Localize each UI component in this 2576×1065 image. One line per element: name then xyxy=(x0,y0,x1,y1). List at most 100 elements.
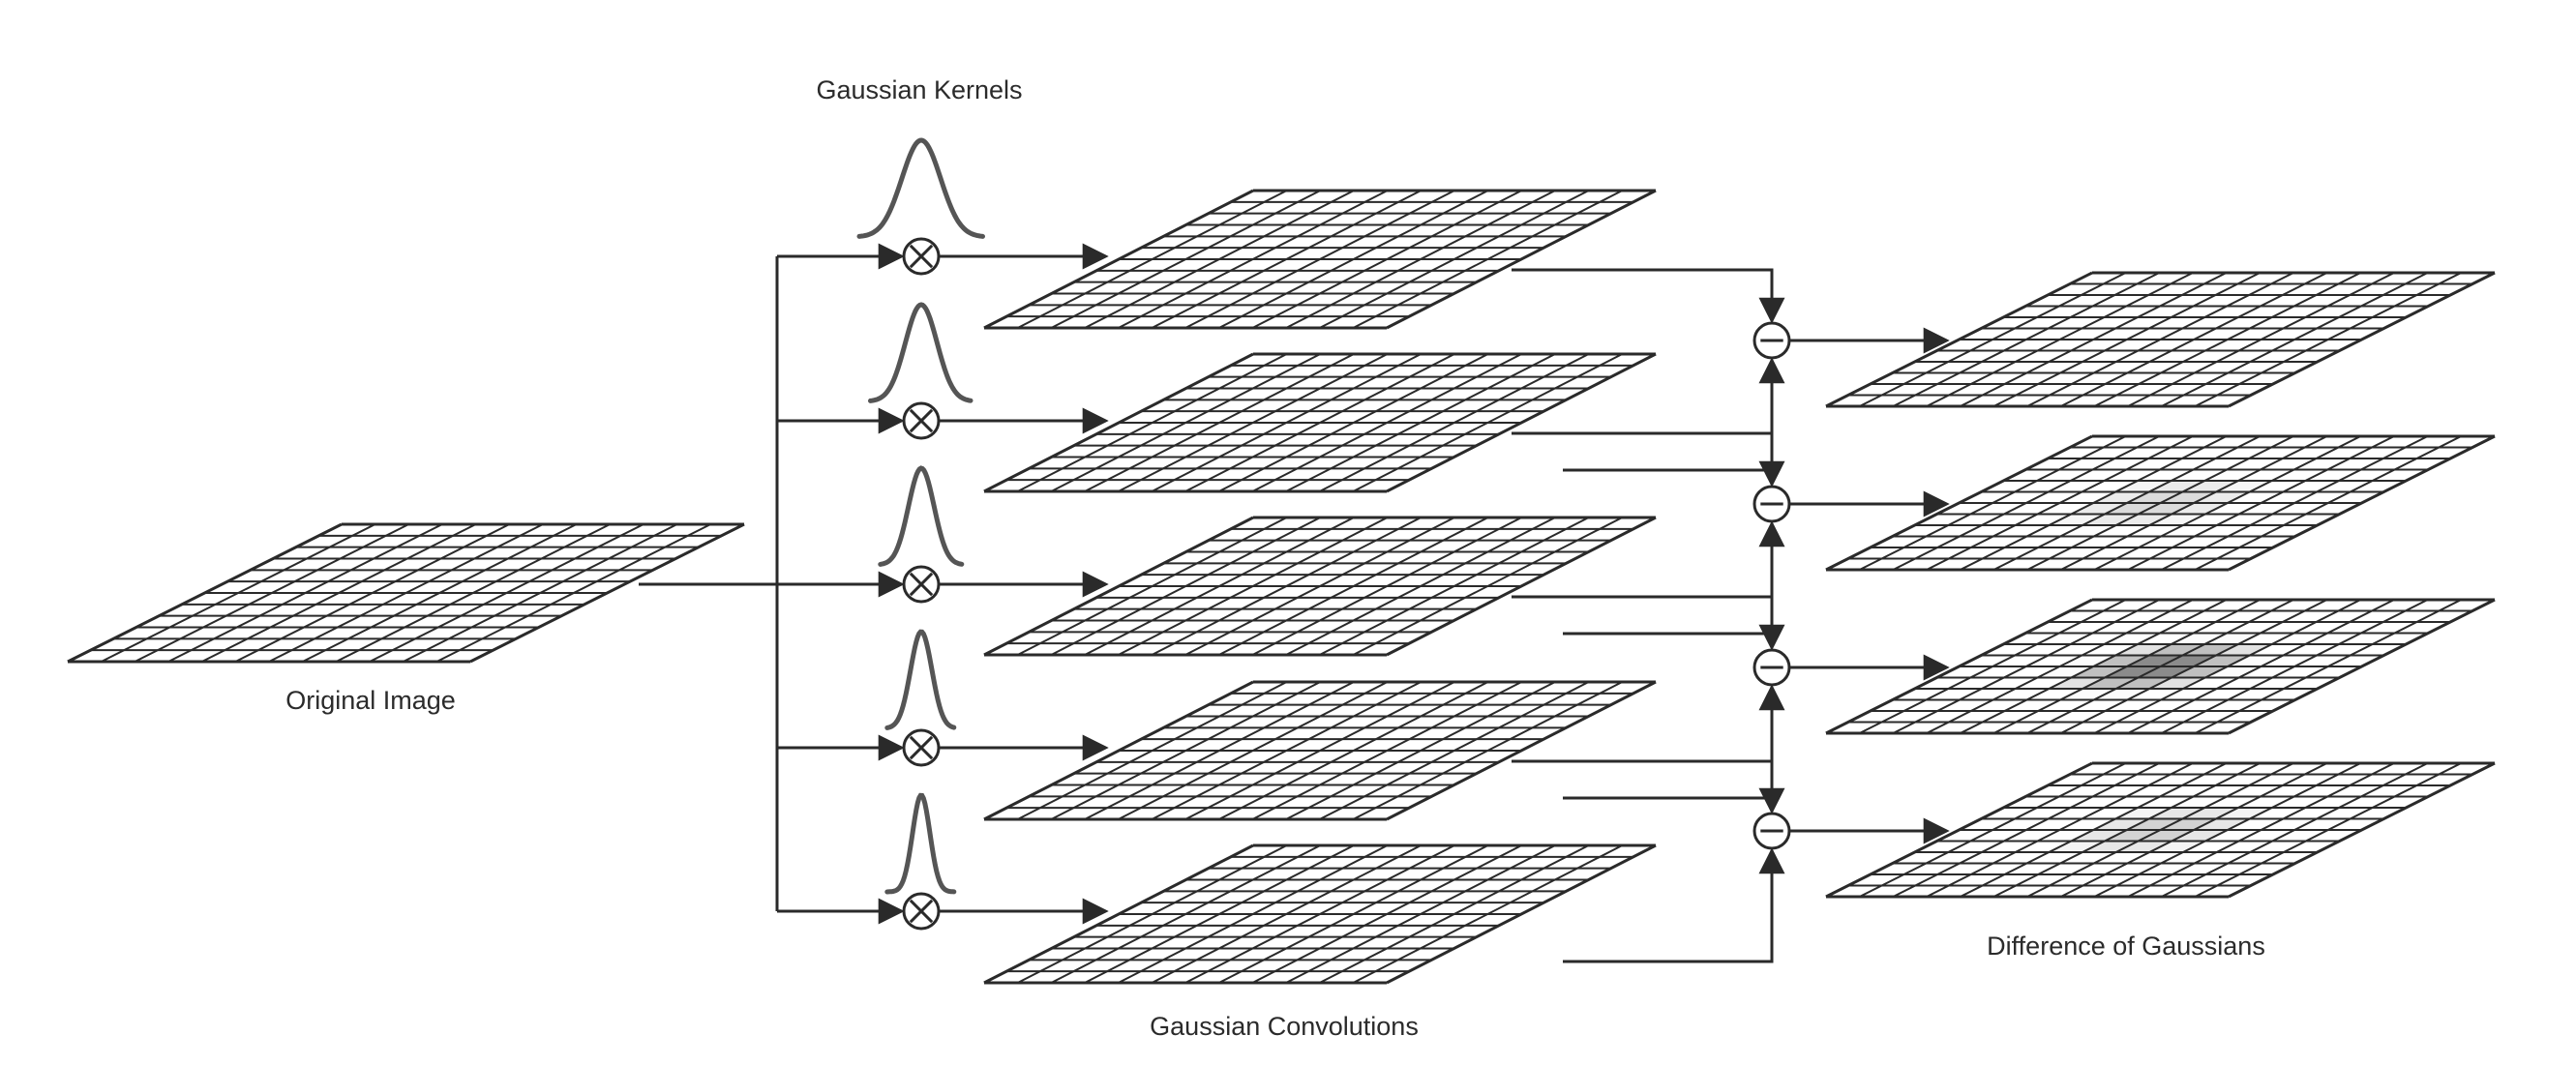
dog-grid-1 xyxy=(1825,271,2496,408)
blob-cell xyxy=(2216,481,2272,492)
blob-cell xyxy=(2093,655,2149,666)
grid-line xyxy=(2194,272,2462,407)
grid-layer xyxy=(67,189,2496,985)
convolutions-label: Gaussian Convolutions xyxy=(1150,1012,1419,1041)
blob-cell xyxy=(2082,841,2139,852)
dog-grid-4 xyxy=(1825,761,2496,899)
blob-cell xyxy=(2104,503,2161,515)
blob-cell xyxy=(2204,469,2261,481)
original-image-grid xyxy=(67,522,745,664)
blob-cell xyxy=(2104,830,2161,842)
blob-cell xyxy=(2171,633,2228,644)
grid-line xyxy=(1352,190,1623,329)
blob-cell xyxy=(2049,514,2105,525)
blob-cell xyxy=(2037,503,2094,515)
grid-line xyxy=(2228,761,2496,899)
gaussian-kernel-5 xyxy=(884,792,957,895)
blob-cell xyxy=(2194,491,2250,503)
blob-cell xyxy=(2148,644,2205,656)
blob-cell xyxy=(2071,503,2127,515)
blob-cell xyxy=(2082,677,2139,689)
gaussian-kernel-1 xyxy=(856,137,985,239)
blob-cell xyxy=(2227,491,2284,503)
blob-cell xyxy=(2115,481,2172,492)
blob-cell xyxy=(2171,796,2228,808)
blob-cell xyxy=(2037,666,2094,678)
blob-cell xyxy=(2148,808,2205,819)
kernels-label: Gaussian Kernels xyxy=(816,75,1023,104)
grid-line xyxy=(1352,353,1623,492)
blob-cell xyxy=(2204,830,2261,842)
blob-cell xyxy=(2194,818,2250,830)
blob-cell xyxy=(2227,818,2284,830)
blob-cell xyxy=(2149,841,2205,852)
blob-cell xyxy=(2182,481,2238,492)
blob-cell xyxy=(2093,525,2150,537)
blob-cell xyxy=(2138,666,2195,678)
gaussian-kernel-2 xyxy=(868,302,973,403)
blob-cell xyxy=(2216,644,2272,656)
blob-cell xyxy=(2049,841,2105,852)
grid-line xyxy=(2228,271,2496,408)
blob-cell xyxy=(2071,666,2127,678)
blob-cell xyxy=(2138,830,2195,842)
blob-cell xyxy=(2059,655,2116,666)
blob-cell xyxy=(2160,491,2217,503)
blob-cell xyxy=(2115,808,2172,819)
blob-cell xyxy=(2138,503,2195,515)
blob-cell xyxy=(2049,677,2105,689)
dog-label: Difference of Gaussians xyxy=(1987,932,2265,961)
blob-cell xyxy=(2059,491,2116,503)
blob-cell xyxy=(2204,796,2261,808)
grid-line xyxy=(2228,434,2496,572)
gaussian-kernel-4 xyxy=(884,629,957,730)
sub-in-top-3 xyxy=(1512,595,1785,651)
blob-cell xyxy=(2115,644,2172,656)
blob-cell xyxy=(2060,852,2116,864)
blob-cell xyxy=(2126,655,2183,666)
sub-in-top-2 xyxy=(1512,431,1785,488)
blob-cell xyxy=(2160,818,2217,830)
sub-in-top-1 xyxy=(1512,268,1785,324)
blob-cell xyxy=(2126,818,2183,830)
blob-cell xyxy=(2172,830,2228,842)
blob-cell xyxy=(2171,469,2228,481)
blob-cell xyxy=(2172,666,2228,678)
blob-cell xyxy=(2093,491,2149,503)
blob-cell xyxy=(2093,689,2150,700)
sub-in-bottom-4 xyxy=(1563,847,1785,963)
blob-cell xyxy=(2216,808,2272,819)
convolve-x-stroke xyxy=(909,899,934,924)
blob-cell xyxy=(2059,818,2116,830)
convolution-grid-3 xyxy=(983,516,1657,657)
blob-cell xyxy=(2115,514,2172,525)
dog-grid-2 xyxy=(1825,434,2496,572)
blob-cell xyxy=(2148,481,2205,492)
convolution-grid-5 xyxy=(983,843,1657,985)
grid-line xyxy=(2194,599,2462,734)
grid-line xyxy=(469,522,745,664)
operator-layer xyxy=(902,237,1791,931)
convolution-grid-2 xyxy=(983,352,1657,493)
grid-line xyxy=(1386,352,1657,493)
grid-line xyxy=(435,523,711,663)
dog-grid-3 xyxy=(1825,598,2496,735)
convolve-x-stroke xyxy=(909,408,934,433)
convolve-x-stroke xyxy=(909,572,934,597)
convolve-x-stroke xyxy=(909,735,934,760)
gaussian-kernel-3 xyxy=(878,465,965,567)
blob-cell xyxy=(2093,852,2150,864)
grid-line xyxy=(1386,189,1657,330)
blob-cell xyxy=(2060,689,2116,700)
blob-cell xyxy=(2071,830,2127,842)
grid-line xyxy=(1352,517,1623,656)
grid-line xyxy=(1386,843,1657,985)
blob-cell xyxy=(2093,818,2149,830)
blob-cell xyxy=(2149,677,2205,689)
blob-cell xyxy=(2182,808,2238,819)
blob-cell xyxy=(2037,830,2094,842)
convolve-x-stroke xyxy=(909,244,934,269)
kernel-layer xyxy=(856,137,985,895)
